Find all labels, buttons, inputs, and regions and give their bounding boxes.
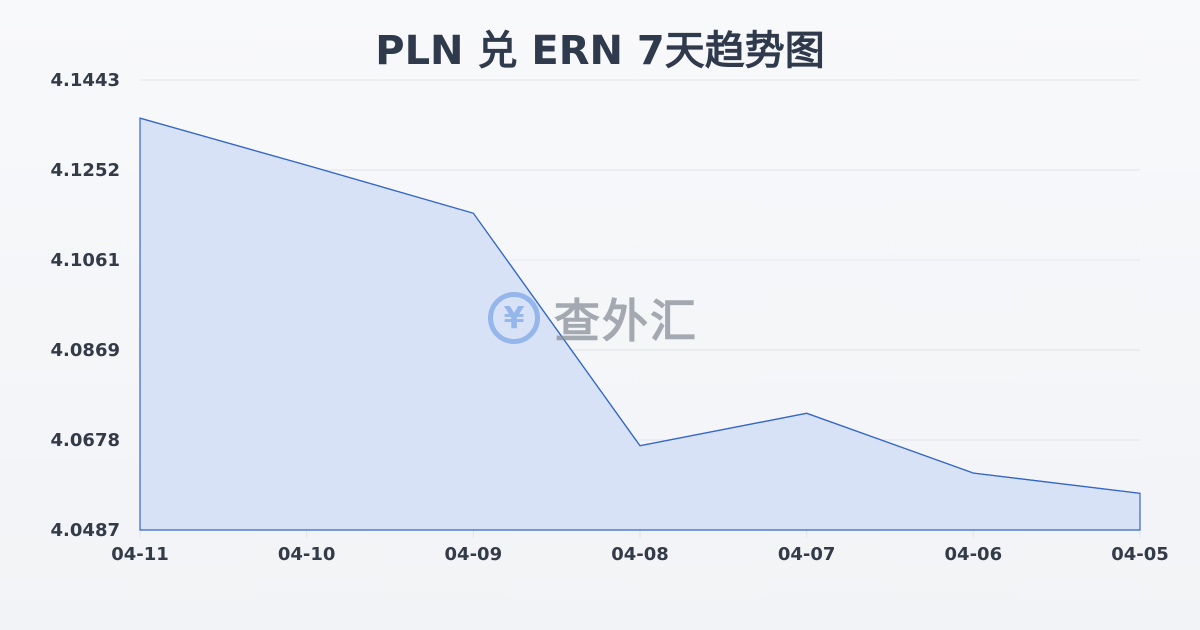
x-tick-label: 04-06 — [945, 544, 1003, 565]
x-tick-label: 04-10 — [278, 544, 336, 565]
chart-title: PLN 兑 ERN 7天趋势图 — [375, 28, 825, 74]
x-tick-label: 04-08 — [611, 544, 669, 565]
y-tick-label: 4.1061 — [51, 250, 120, 271]
y-tick-label: 4.0487 — [51, 520, 120, 541]
x-tick-label: 04-11 — [111, 544, 169, 565]
y-tick-label: 4.1252 — [51, 160, 120, 181]
y-tick-label: 4.0678 — [51, 430, 120, 451]
x-tick-label: 04-07 — [778, 544, 836, 565]
watermark-text: 查外汇 — [554, 294, 698, 348]
x-tick-label: 04-09 — [445, 544, 503, 565]
y-tick-label: 4.1443 — [51, 70, 120, 91]
x-tick-label: 04-05 — [1111, 544, 1169, 565]
watermark: ¥ 查外汇 — [488, 285, 698, 351]
y-tick-label: 4.0869 — [51, 340, 120, 361]
yen-exchange-icon: ¥ — [488, 292, 540, 344]
